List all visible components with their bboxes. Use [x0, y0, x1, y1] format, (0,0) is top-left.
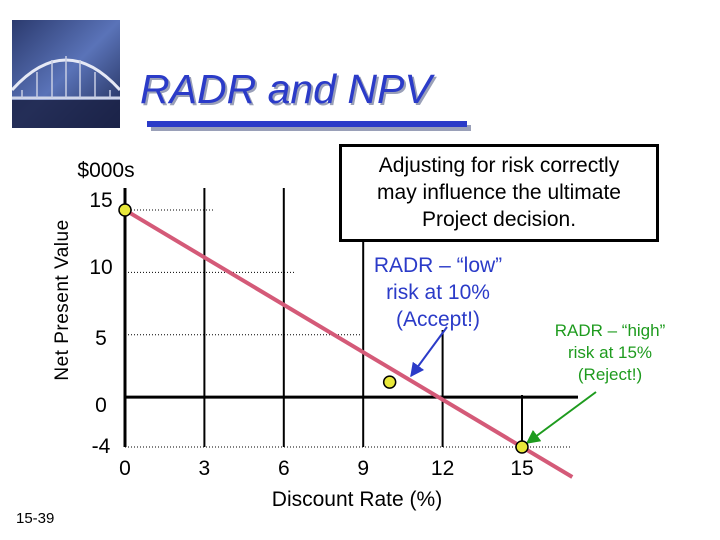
slide-title: RADR and NPV: [140, 66, 432, 112]
high-risk-arrow: [525, 391, 597, 444]
low-risk-arrow: [410, 326, 448, 378]
y-tick-label: 15: [89, 189, 112, 212]
high-risk-line: risk at 15%: [567, 343, 653, 362]
risk-callout-box: Adjusting for risk correctly may influen…: [339, 144, 659, 242]
callout-line: Project decision.: [421, 208, 577, 231]
y-unit-label: $000s: [77, 159, 134, 182]
slide-number: 15-39: [16, 510, 55, 527]
npv-line: [123, 208, 574, 479]
y-tick-label: -4: [92, 435, 111, 458]
npv-point: [382, 375, 397, 389]
callout-line: Adjusting for risk correctly: [378, 154, 620, 177]
npv-point: [118, 203, 132, 217]
x-tick-label: 6: [278, 457, 290, 480]
high-risk-line: (Reject!): [577, 365, 643, 384]
x-tick-label: 3: [199, 457, 211, 480]
x-tick-label: 12: [431, 457, 454, 480]
y-tick-label: 0: [95, 394, 107, 417]
y-axis-title: Net Present Value: [52, 219, 73, 380]
low-risk-annotation: RADR – “low” risk at 10% (Accept!): [338, 252, 538, 333]
x-tick-label: 9: [357, 457, 369, 480]
bridge-logo-icon: [12, 20, 120, 128]
title-underline-shadow: [151, 125, 471, 131]
low-risk-line: RADR – “low”: [373, 254, 503, 277]
callout-line: may influence the ultimate: [377, 181, 621, 204]
title-underline: [147, 121, 467, 127]
high-risk-annotation: RADR – “high” risk at 15% (Reject!): [530, 320, 690, 386]
x-axis-title: Discount Rate (%): [272, 488, 442, 511]
high-risk-line: RADR – “high”: [554, 321, 666, 340]
npv-point: [515, 440, 529, 454]
low-risk-line: risk at 10%: [386, 281, 490, 304]
y-tick-label: 10: [89, 256, 112, 279]
low-risk-line: (Accept!): [395, 308, 481, 331]
x-tick-label: 0: [119, 457, 131, 480]
x-tick-label: 15: [510, 457, 533, 480]
y-tick-label: 5: [95, 327, 107, 350]
